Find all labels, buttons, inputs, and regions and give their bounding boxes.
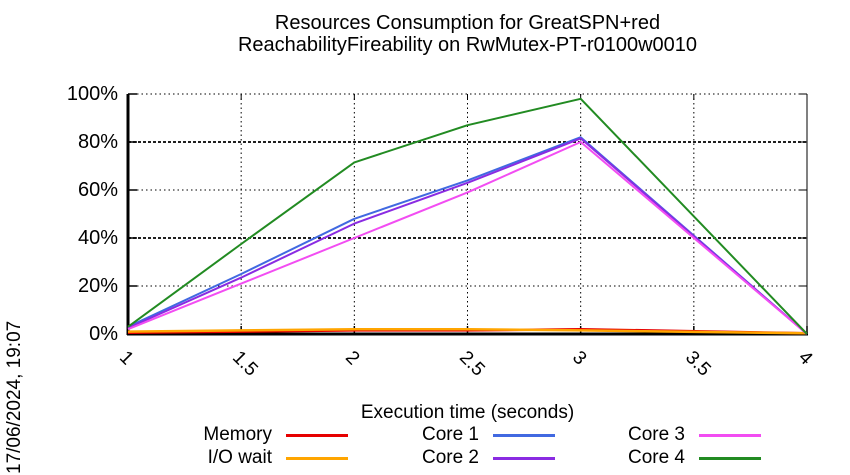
chart-title-line1: Resources Consumption for GreatSPN+red — [274, 12, 661, 34]
y-tick-label-0: 0% — [89, 323, 118, 345]
legend-swatch-core-2 — [493, 457, 555, 460]
y-tick-label-100: 100% — [66, 83, 118, 105]
series-line-core-4 — [127, 97, 808, 335]
y-tick-label-80: 80% — [77, 131, 118, 153]
legend-label-core-2: Core 2 — [421, 447, 479, 468]
chart-title: Resources Consumption for GreatSPN+red R… — [128, 12, 807, 56]
series-line-core-3 — [127, 141, 808, 335]
legend-label-core-3: Core 3 — [627, 424, 685, 445]
legend-swatch-core-3 — [699, 434, 761, 437]
legend-swatch-i-o-wait — [286, 457, 348, 460]
series-line-core-2 — [127, 137, 808, 335]
legend-label-i-o-wait: I/O wait — [207, 447, 272, 468]
legend-swatch-memory — [286, 434, 348, 437]
legend-label-core-4: Core 4 — [627, 447, 685, 468]
y-tick-label-20: 20% — [77, 275, 118, 297]
series-line-i-o-wait — [127, 327, 808, 335]
y-tick-label-40: 40% — [77, 227, 118, 249]
legend-label-core-1: Core 1 — [421, 424, 479, 445]
legend-swatch-core-4 — [699, 457, 761, 460]
y-tick-label-60: 60% — [77, 179, 118, 201]
legend-swatch-core-1 — [493, 434, 555, 437]
plot-timestamp: 17/06/2024, 19:07 — [4, 320, 25, 474]
chart-title-line2: ReachabilityFireability on RwMutex-PT-r0… — [237, 34, 698, 56]
x-axis-title: Execution time (seconds) — [360, 402, 575, 423]
legend-label-memory: Memory — [203, 424, 272, 445]
